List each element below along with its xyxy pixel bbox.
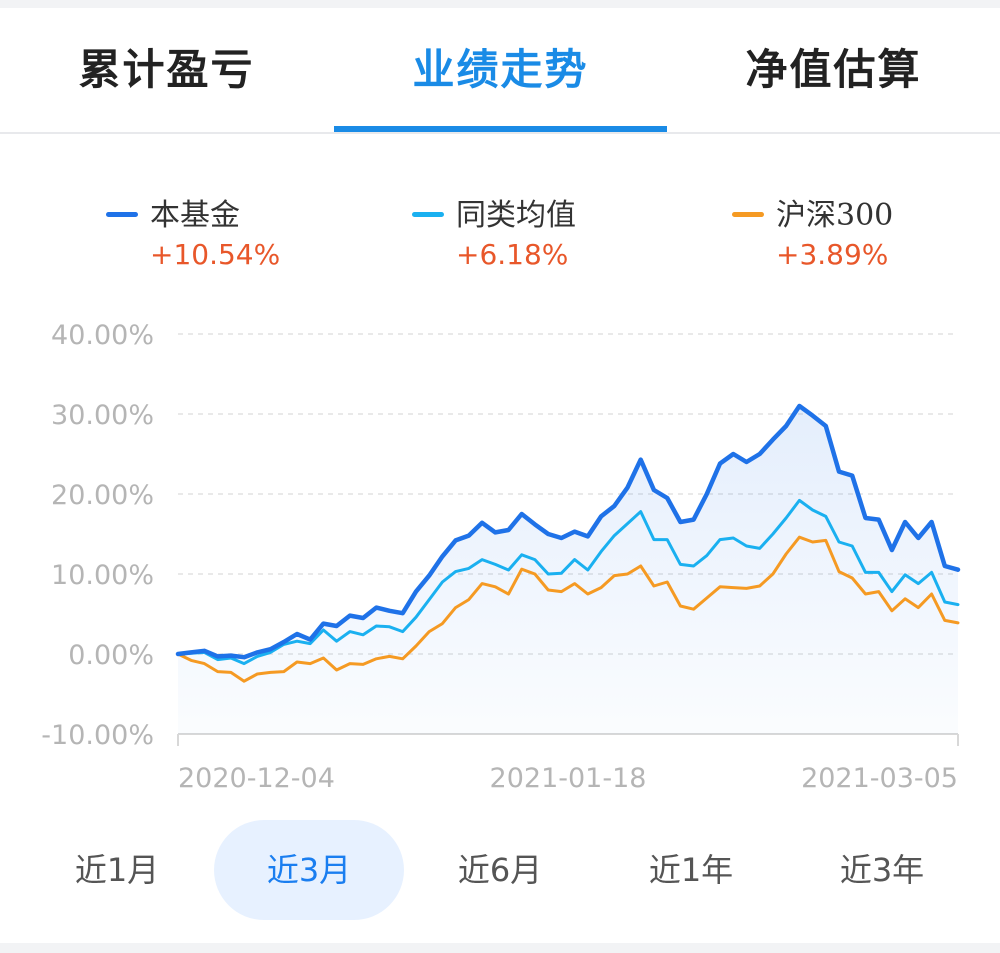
series-line-csi300 (176, 535, 960, 683)
legend-swatch (106, 212, 138, 217)
series-line-fund (175, 403, 961, 660)
legend-name: 同类均值 (456, 198, 576, 233)
y-tick-label: 20.00% (51, 480, 154, 511)
legend-swatch (732, 212, 764, 217)
legend-return-value: +10.54% (150, 238, 281, 271)
period-1-year[interactable]: 近1年 (648, 851, 734, 889)
legend-return-value: +3.89% (776, 238, 889, 271)
tab-bar: 累计盈亏 业绩走势 净值估算 (0, 8, 1000, 134)
legend-name: 沪深300 (776, 198, 894, 233)
tab-performance-trend[interactable]: 业绩走势 (412, 45, 589, 94)
period-3-years[interactable]: 近3年 (839, 851, 925, 889)
period-1-month[interactable]: 近1月 (74, 851, 160, 889)
x-tick-label: 2020-12-04 (178, 763, 335, 794)
period-3-months[interactable]: 近3月 (214, 820, 404, 920)
y-tick-label: 30.00% (51, 400, 154, 431)
tab-cumulative-pnl[interactable]: 累计盈亏 (78, 45, 255, 94)
period-selector: 近1月 近3月 近6月 近1年 近3年 (0, 820, 1000, 920)
y-tick-label: 40.00% (51, 320, 154, 351)
fund-area-fill (178, 406, 958, 734)
active-tab-indicator (334, 126, 667, 132)
series-line-peer-average (176, 498, 960, 666)
y-tick-label: -10.00% (41, 720, 154, 751)
legend-swatch (412, 212, 444, 217)
x-tick-label: 2021-01-18 (490, 763, 647, 794)
performance-line-chart[interactable]: 买入 40.00%30.00%20.00%10.00%0.00%-10.00%2… (0, 308, 1000, 808)
y-tick-label: 10.00% (51, 560, 154, 591)
tab-nav-estimate[interactable]: 净值估算 (745, 45, 922, 94)
y-tick-label: 0.00% (68, 640, 154, 671)
fund-performance-card: 累计盈亏 业绩走势 净值估算 本基金 +10.54% 同类均值 +6.18% 沪… (0, 8, 1000, 943)
legend-name: 本基金 (150, 198, 240, 233)
legend-return-value: +6.18% (456, 238, 569, 271)
x-tick-label: 2021-03-05 (801, 763, 958, 794)
period-6-months[interactable]: 近6月 (457, 851, 543, 889)
